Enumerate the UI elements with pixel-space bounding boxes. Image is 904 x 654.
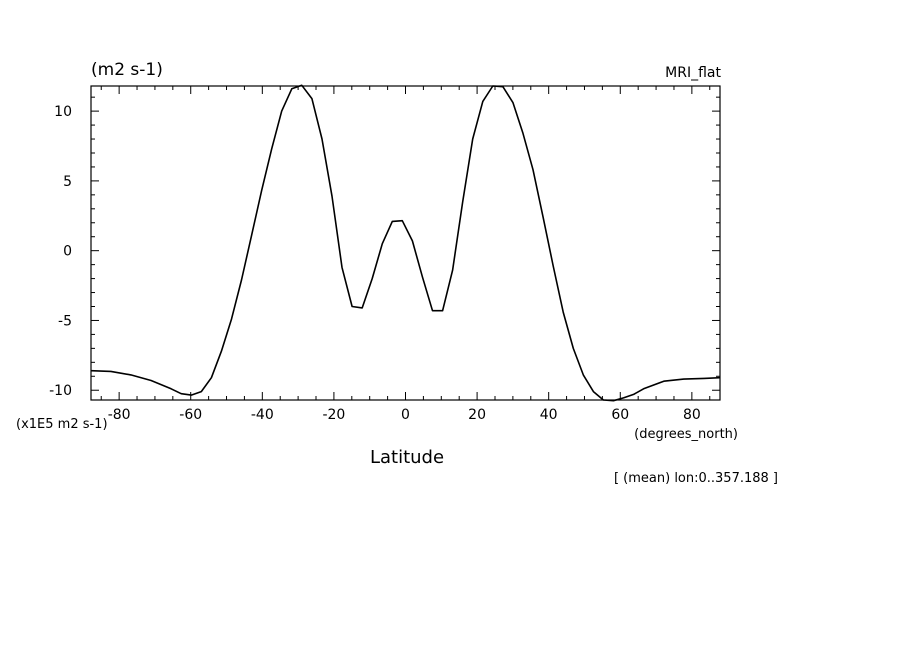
- x-tick-label: 20: [468, 407, 486, 423]
- series-line: [90, 84, 721, 402]
- chart-title-units: (m2 s-1): [91, 60, 163, 80]
- y-scale-label: (x1E5 m2 s-1): [16, 417, 108, 432]
- y-tick-label: 5: [63, 174, 72, 190]
- tick-marks: [91, 86, 720, 400]
- chart-title-dataset: MRI_flat: [665, 65, 721, 81]
- x-tick-label: -80: [108, 407, 131, 423]
- x-tick-label: 60: [611, 407, 629, 423]
- x-tick-label: -20: [322, 407, 345, 423]
- x-tick-label: 80: [683, 407, 701, 423]
- x-axis-title: Latitude: [370, 447, 444, 468]
- y-tick-label: -10: [49, 383, 72, 399]
- y-tick-label: -5: [58, 313, 72, 329]
- x-tick-label: 0: [401, 407, 410, 423]
- y-tick-labels: -10 -5 0 5 10: [49, 104, 72, 399]
- y-tick-label: 0: [63, 244, 72, 260]
- x-tick-labels: -80 -60 -40 -20 0 20 40 60 80: [108, 407, 701, 423]
- x-tick-label: 40: [540, 407, 558, 423]
- y-tick-label: 10: [54, 104, 72, 120]
- plot-frame: [90, 85, 721, 401]
- x-tick-label: -40: [251, 407, 274, 423]
- footnote: [ (mean) lon:0..357.188 ]: [614, 471, 778, 486]
- x-units-label: (degrees_north): [634, 427, 738, 442]
- x-tick-label: -60: [179, 407, 202, 423]
